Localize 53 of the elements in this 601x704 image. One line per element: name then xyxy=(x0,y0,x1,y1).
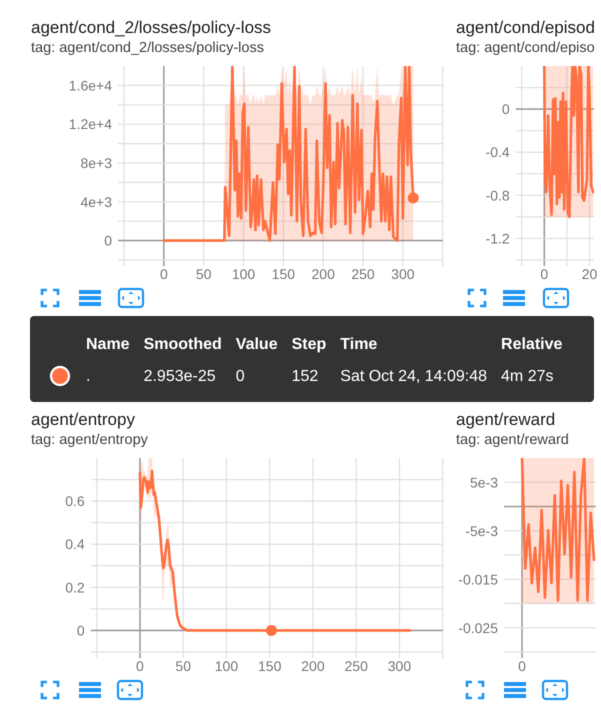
text: 152 xyxy=(292,368,318,385)
y-tick-label: -1.2 xyxy=(486,230,510,246)
category-label: Value xyxy=(236,336,278,353)
x-tick-label: 150 xyxy=(272,266,296,282)
category-label: Step xyxy=(292,336,326,353)
x-tick-label: 250 xyxy=(351,266,375,282)
chart-title: agent/cond_2/losses/policy-loss xyxy=(31,18,272,37)
category-label: Relative xyxy=(501,336,563,353)
y-tick-label: 0 xyxy=(502,101,510,118)
chart-title: agent/cond/episod xyxy=(456,18,595,37)
y-tick-label: 0.2 xyxy=(65,579,85,596)
y-tick-label: -5e-3 xyxy=(465,522,498,539)
text: . xyxy=(86,368,90,385)
y-tick-label: 4e+3 xyxy=(80,194,112,210)
category-label: Time xyxy=(340,336,378,353)
x-tick-label: 200 xyxy=(312,266,336,282)
text: 0 xyxy=(236,368,245,385)
y-tick-label: 5e-3 xyxy=(470,474,498,490)
y-tick-label: -0.015 xyxy=(458,571,498,588)
text: Sat Oct 24, 14:09:48 xyxy=(340,368,488,385)
y-tick-label: -0.8 xyxy=(486,187,510,204)
text: 2.953e-25 xyxy=(144,368,216,385)
y-tick-label: 0 xyxy=(104,232,112,249)
x-tick-label: 250 xyxy=(344,658,368,674)
category-label: Name xyxy=(86,336,130,353)
y-tick-label: 0.4 xyxy=(65,536,85,552)
y-tick-label: -0.025 xyxy=(458,620,498,636)
y-tick-label: 1.6e+4 xyxy=(68,77,112,94)
chart-subtitle: tag: agent/cond/episo xyxy=(456,40,595,56)
x-tick-label: 20 xyxy=(582,266,598,282)
x-tick-label: 50 xyxy=(175,658,192,674)
y-tick-label: 0 xyxy=(76,622,85,638)
chart-subtitle: tag: agent/entropy xyxy=(31,432,149,448)
chart-title: agent/reward xyxy=(456,410,556,429)
chart-subtitle: tag: agent/cond_2/losses/policy-loss xyxy=(31,40,264,56)
y-tick-label: -0.4 xyxy=(486,144,510,160)
x-tick-label: 150 xyxy=(258,658,282,674)
category-label: Smoothed xyxy=(144,336,222,353)
x-tick-label: 100 xyxy=(232,266,256,282)
y-tick-label: 8e+3 xyxy=(80,155,112,171)
x-tick-label: 300 xyxy=(388,658,412,674)
x-tick-label: 300 xyxy=(391,266,415,282)
text: 4m 27s xyxy=(501,368,554,385)
y-tick-label: 0.6 xyxy=(65,493,85,510)
x-tick-label: 0 xyxy=(540,266,548,282)
y-tick-label: 1.2e+4 xyxy=(68,116,112,132)
x-tick-label: 0 xyxy=(160,266,168,282)
x-tick-label: 100 xyxy=(214,658,238,674)
x-tick-label: 0 xyxy=(136,658,144,674)
chart-title: agent/entropy xyxy=(31,410,136,429)
x-tick-label: 50 xyxy=(196,266,212,282)
x-tick-label: 200 xyxy=(301,658,325,674)
chart-subtitle: tag: agent/reward xyxy=(456,432,569,448)
